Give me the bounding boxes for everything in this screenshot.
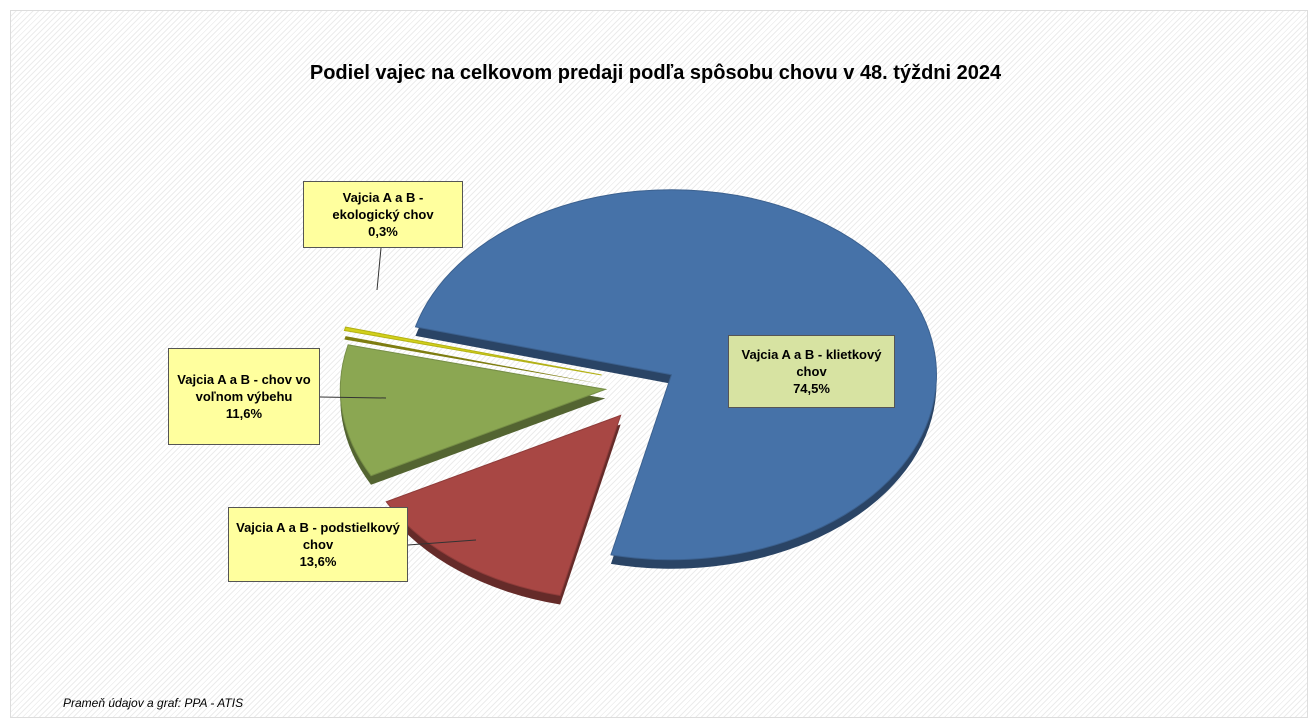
value-label: 13,6% — [299, 554, 337, 569]
value-label: 0,3% — [368, 224, 398, 239]
category-label: Vajcia A a B - klietkový chov — [741, 347, 882, 379]
category-label: Vajcia A a B - ekologický chov — [332, 190, 434, 222]
value-label: 74,5% — [793, 381, 830, 396]
data-label: Vajcia A a B - chov vo voľnom výbehu 11,6… — [168, 348, 320, 445]
category-label: Vajcia A a B - podstielkový chov — [236, 520, 400, 552]
leader-line — [376, 247, 382, 291]
value-label: 11,6% — [225, 406, 263, 421]
slice — [343, 326, 602, 376]
slice — [339, 344, 608, 477]
leader-line — [407, 539, 477, 546]
label-text: Vajcia A a B - chov vo voľnom výbehu 11,6… — [175, 371, 313, 422]
chart-title: Podiel vajec na celkovom predaji podľa s… — [309, 62, 1002, 84]
category-label: Vajcia A a B - chov vo voľnom výbehu — [177, 372, 311, 404]
label-text: Vajcia A a B - podstielkový chov 13,6% — [235, 519, 401, 570]
slice — [414, 189, 937, 561]
label-text: Vajcia A a B - klietkový chov 74,5% — [735, 346, 888, 397]
data-label: Vajcia A a B - klietkový chov 74,5% — [728, 335, 895, 408]
data-label: Vajcia A a B - podstielkový chov 13,6% — [228, 507, 408, 582]
slice-side — [344, 336, 602, 385]
source-note: Prameň údajov a graf: PPA - ATIS — [63, 696, 244, 710]
leader-line — [319, 396, 387, 399]
label-text: Vajcia A a B - ekologický chov 0,3% — [310, 189, 456, 240]
data-label: Vajcia A a B - ekologický chov 0,3% — [303, 181, 463, 248]
